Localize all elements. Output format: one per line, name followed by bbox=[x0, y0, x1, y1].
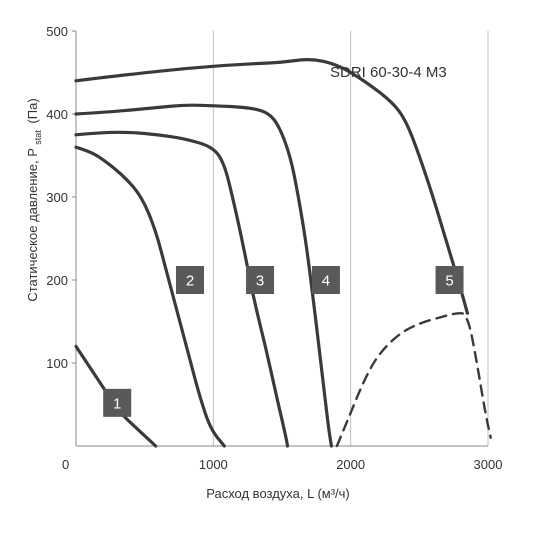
grid-layer bbox=[212, 31, 489, 446]
y-tick-label: 500 bbox=[46, 24, 68, 39]
y-axis-title-unit: (Па) bbox=[25, 98, 40, 123]
curve-badge-1 bbox=[103, 388, 132, 417]
curve-badge-label-4: 4 bbox=[322, 273, 330, 290]
y-axis-title: Статическое давление, P stat (Па) bbox=[25, 98, 44, 301]
curve-badge-3 bbox=[246, 266, 275, 294]
y-tick-label: 300 bbox=[46, 190, 68, 205]
curve-badge-4 bbox=[311, 266, 340, 294]
curve-layer bbox=[74, 58, 492, 448]
x-axis-title: Расход воздуха, L (м³/ч) bbox=[206, 486, 350, 501]
x-tick-label: 0 bbox=[62, 457, 69, 472]
x-tick-label: 2000 bbox=[336, 457, 365, 472]
curve-5 bbox=[74, 58, 469, 315]
curve-badge-5 bbox=[435, 266, 464, 294]
y-axis-title-sub: stat bbox=[33, 130, 43, 145]
curve-4 bbox=[74, 103, 333, 448]
curve-badge-label-2: 2 bbox=[186, 273, 194, 290]
curve-badge-label-3: 3 bbox=[256, 273, 264, 290]
y-axis-title-main: Статическое давление, P bbox=[25, 148, 40, 301]
x-tick-label: 3000 bbox=[474, 457, 503, 472]
x-tick-label: 1000 bbox=[199, 457, 228, 472]
model-label: SDRI 60-30-4 M3 bbox=[330, 64, 447, 81]
y-tick-label: 200 bbox=[46, 273, 68, 288]
y-tick-label: 100 bbox=[46, 356, 68, 371]
curve-2 bbox=[74, 145, 226, 448]
curve-badge-label-1: 1 bbox=[113, 395, 121, 412]
curve-badge-2 bbox=[175, 266, 204, 294]
curve-3 bbox=[74, 130, 290, 448]
label-layer: 1 2 3 4 5 bbox=[103, 266, 464, 417]
axis-layer: 100 200 300 400 500 0 1000 2000 3000 bbox=[46, 24, 502, 472]
curve-dashed bbox=[335, 312, 492, 448]
curve-badge-label-5: 5 bbox=[445, 273, 453, 290]
y-tick-label: 400 bbox=[46, 107, 68, 122]
